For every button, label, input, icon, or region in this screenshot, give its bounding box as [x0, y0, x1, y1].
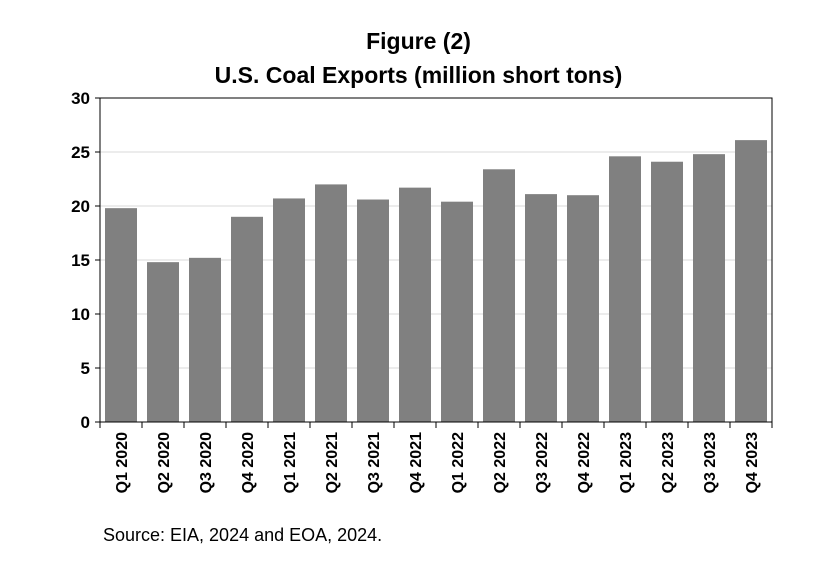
x-tick-label: Q4 2022: [576, 432, 593, 493]
x-tick-label: Q4 2021: [408, 432, 425, 493]
bar: [567, 195, 599, 422]
y-tick-label: 15: [71, 251, 90, 270]
y-tick-label: 20: [71, 197, 90, 216]
x-tick-label: Q1 2022: [450, 432, 467, 493]
x-tick-label: Q3 2020: [198, 432, 215, 493]
x-tick-label: Q2 2023: [660, 432, 677, 493]
bar: [273, 198, 305, 422]
y-tick-label: 5: [81, 359, 90, 378]
chart-title: U.S. Coal Exports (million short tons): [214, 62, 623, 88]
bar: [609, 156, 641, 422]
bar: [189, 257, 221, 422]
x-tick-label: Q3 2022: [534, 432, 551, 493]
bar: [693, 154, 725, 422]
x-tick-label: Q2 2020: [156, 432, 173, 493]
x-tick-label: Q4 2023: [744, 432, 761, 493]
bar: [357, 199, 389, 422]
x-tick-label: Q3 2021: [366, 432, 383, 493]
x-tick-label: Q3 2023: [702, 432, 719, 493]
x-tick-label: Q1 2020: [114, 432, 131, 493]
bar: [483, 169, 515, 422]
x-tick-label: Q2 2021: [324, 432, 341, 493]
bar: [735, 140, 767, 422]
x-tick-label: Q1 2023: [618, 432, 635, 493]
bar: [399, 187, 431, 422]
source-note: Source: EIA, 2024 and EOA, 2024.: [103, 525, 383, 545]
bar: [105, 208, 137, 422]
y-tick-label: 0: [81, 413, 90, 432]
bar: [651, 161, 683, 422]
bar: [147, 262, 179, 422]
x-tick-label: Q1 2021: [282, 432, 299, 493]
y-tick-label: 10: [71, 305, 90, 324]
y-tick-label: 30: [71, 89, 90, 108]
bar: [315, 184, 347, 422]
x-tick-label: Q2 2022: [492, 432, 509, 493]
figure-label: Figure (2): [366, 28, 471, 54]
bar: [525, 194, 557, 422]
y-tick-label: 25: [71, 143, 90, 162]
bar: [441, 201, 473, 422]
x-tick-label: Q4 2020: [240, 432, 257, 493]
bar: [231, 216, 263, 422]
